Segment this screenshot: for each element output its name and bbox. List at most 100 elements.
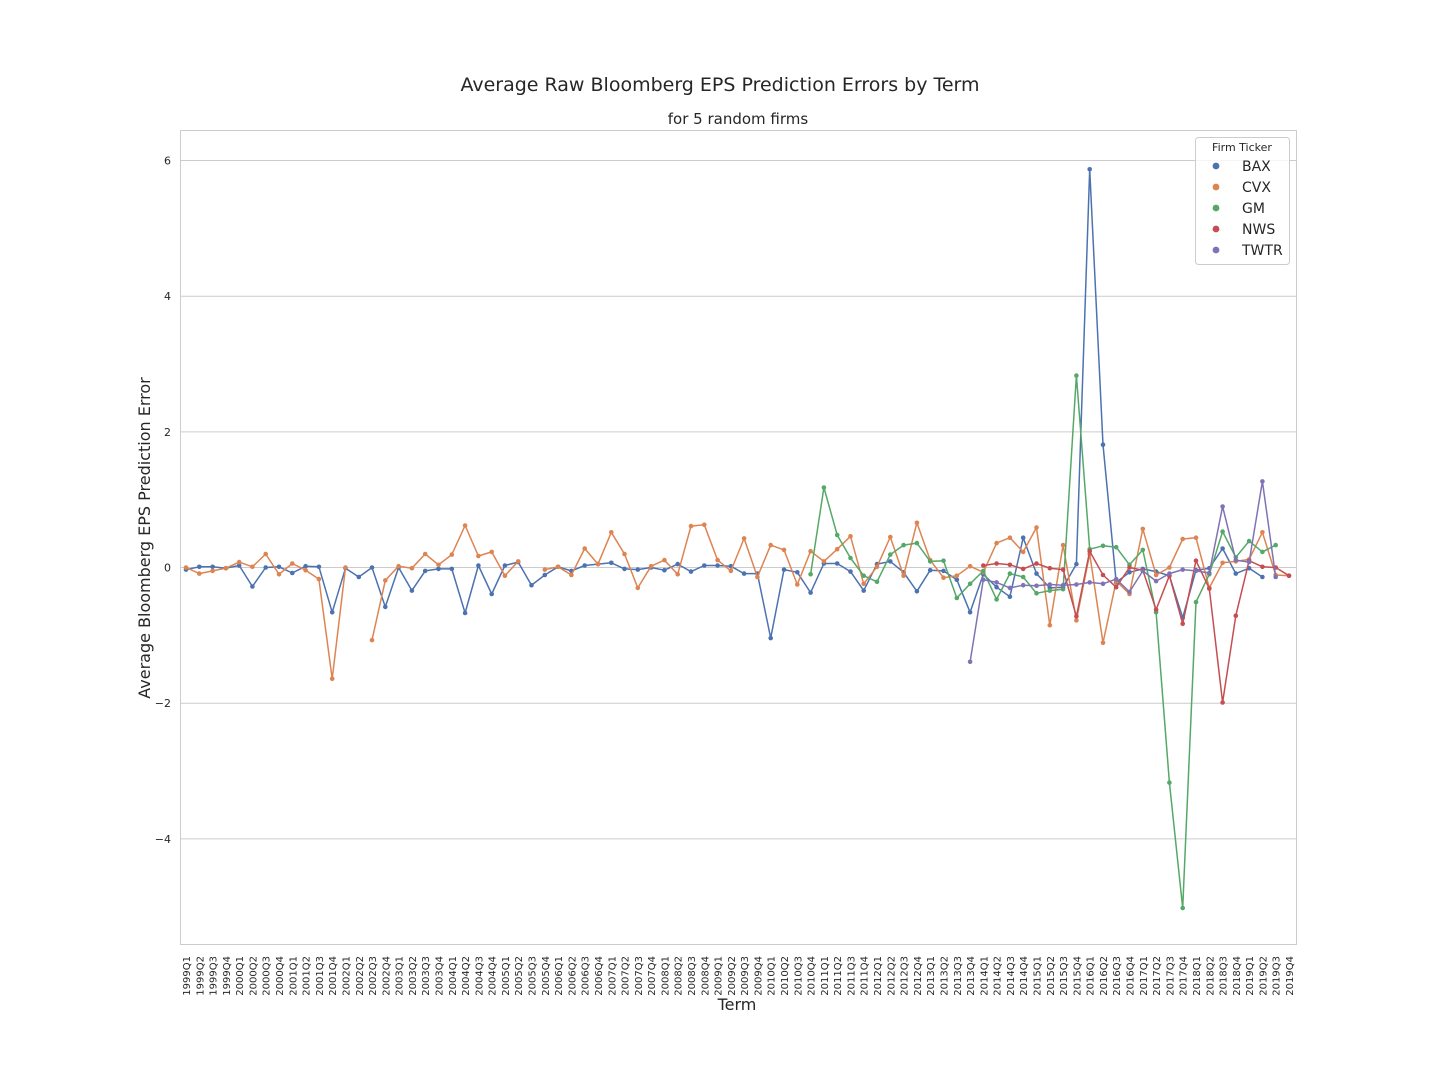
data-point [250,564,255,570]
data-point [1034,571,1039,576]
data-point [648,563,654,569]
data-point [1100,543,1106,549]
x-tick-label: 2008Q3 [687,956,698,996]
data-point [276,564,282,570]
x-tick-labels: 1999Q1 1999Q2 1999Q3 1999Q4 2000Q1 2000Q2 2000… [182,956,1296,996]
data-point [941,558,946,563]
y-tick-label: −4 [155,833,171,846]
data-point [276,572,282,577]
x-tick-label: 2019Q4 [1285,956,1296,996]
data-point [1007,535,1013,540]
x-tick-label: 1999Q2 [195,956,206,996]
x-tick-label: 2005Q4 [541,956,552,996]
data-point [1074,373,1079,378]
data-point [542,567,548,572]
data-point [954,577,960,582]
data-point [994,561,999,566]
data-point [210,568,215,574]
x-tick-label: 2010Q3 [793,956,804,996]
data-point [1127,589,1132,595]
x-tick-label: 2018Q2 [1205,956,1216,996]
data-point [781,547,787,553]
data-point [888,534,893,540]
data-point [967,563,973,569]
data-point [1020,574,1026,580]
data-point [1273,574,1278,580]
data-point [1020,566,1026,572]
data-point [1034,561,1039,566]
series-gm [808,373,1278,911]
x-tick-label: 2013Q3 [953,956,964,996]
data-point [1286,573,1292,578]
data-point [1260,574,1265,580]
data-point [369,565,375,570]
x-tick-label: 2004Q2 [461,956,472,996]
data-point [1047,565,1053,571]
data-point [688,523,694,529]
data-point [436,562,441,568]
x-tick-label: 2003Q1 [395,956,406,996]
data-point [994,540,999,546]
data-point [555,564,561,570]
x-tick-label: 2019Q1 [1245,956,1256,996]
data-point [635,585,641,591]
data-point [1153,572,1159,578]
x-tick-label: 2004Q3 [474,956,485,996]
data-point [1140,547,1146,553]
data-point [967,581,973,587]
data-point [821,559,827,564]
x-tick-label: 2001Q1 [288,956,299,996]
series-lines [183,167,1292,911]
data-point [954,573,960,578]
data-point [755,574,760,580]
data-point [967,610,973,615]
x-tick-label: 2016Q4 [1126,956,1137,996]
legend: Firm Ticker BAX CVX GM NWS TWTR [1195,137,1290,265]
data-point [1207,586,1212,591]
x-tick-label: 1999Q4 [222,956,233,996]
legend-label: CVX [1242,180,1271,196]
data-point [1260,564,1265,570]
data-point [1260,479,1265,484]
x-tick-label: 2010Q1 [767,956,778,996]
data-point [542,572,548,578]
data-point [1220,529,1225,534]
data-point [1140,526,1146,532]
data-point [183,565,189,570]
data-point [821,485,827,490]
data-point [1074,618,1079,623]
data-point [263,551,269,557]
data-point [888,559,893,564]
data-point [462,523,468,528]
y-tick-label: −2 [155,697,171,710]
data-point [197,564,202,570]
data-point [409,565,415,571]
data-point [914,540,920,546]
data-point [1034,583,1039,589]
data-point [834,546,840,552]
data-point [1153,607,1159,612]
data-point [1100,581,1106,587]
data-point [316,564,322,570]
data-point [1060,542,1066,548]
data-point [981,577,986,582]
data-point [250,584,255,589]
data-point [1113,544,1119,550]
data-point [1153,578,1159,584]
data-point [1167,565,1172,570]
data-point [383,604,388,610]
data-point [290,561,295,566]
data-point [1020,582,1026,588]
data-point [914,589,920,594]
data-point [1180,621,1185,627]
series-line [185,522,1290,680]
data-point [1193,568,1199,574]
x-tick-label: 2001Q4 [328,956,339,996]
data-point [994,580,999,585]
x-tick-label: 2005Q3 [528,956,539,996]
data-point [476,553,481,559]
data-point [1233,613,1239,618]
y-axis-label: Average Bloomberg EPS Prediction Error [135,377,154,699]
data-point [1140,568,1146,574]
